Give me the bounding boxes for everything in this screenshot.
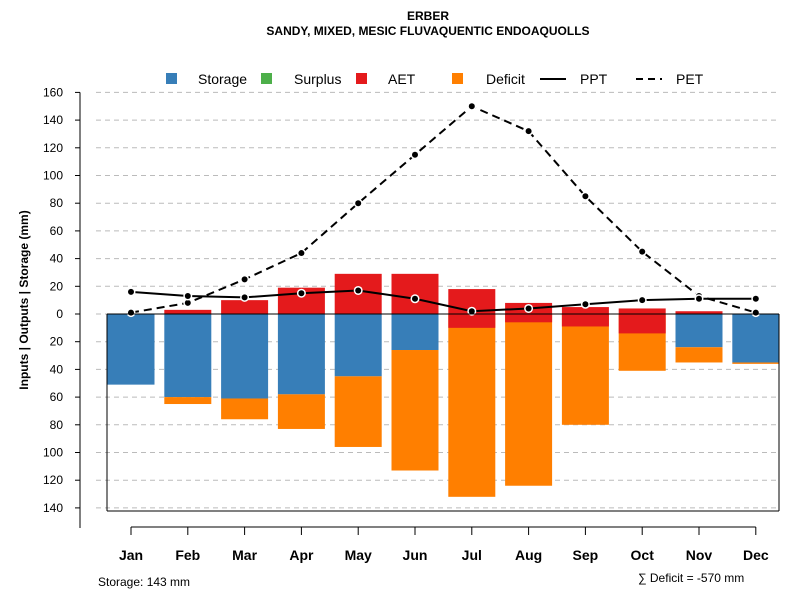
deficit-bar — [391, 350, 439, 471]
ppt-line-point — [468, 308, 475, 315]
bars-layer — [107, 273, 780, 497]
y-tick-label: 20 — [50, 279, 64, 293]
legend: Storage Surplus AET Deficit PPT PET — [166, 71, 704, 87]
x-tick-label: Aug — [515, 547, 542, 563]
aet-bar — [221, 300, 269, 314]
ppt-line-point — [241, 294, 248, 301]
y-tick-label: 80 — [50, 196, 64, 210]
ppt-line-point — [525, 305, 532, 312]
aet-bar — [391, 273, 439, 314]
deficit-bar — [334, 376, 382, 447]
chart-subtitle: SANDY, MIXED, MESIC FLUVAQUENTIC ENDOAQU… — [266, 24, 589, 38]
pet-line-point — [184, 299, 191, 306]
y-tick-label: 60 — [50, 390, 64, 404]
y-tick-label: 60 — [50, 224, 64, 238]
y-tick-label: 140 — [43, 113, 63, 127]
x-tick-label: Dec — [743, 547, 769, 563]
deficit-bar — [732, 362, 780, 364]
ppt-line — [130, 289, 756, 313]
storage-bar — [164, 314, 212, 398]
storage-bar — [277, 314, 325, 395]
storage-bar — [732, 314, 780, 363]
deficit-bar — [221, 398, 269, 420]
legend-label-aet: AET — [388, 71, 416, 87]
x-tick-label: Feb — [175, 547, 200, 563]
y-tick-label: 100 — [43, 169, 63, 183]
y-tick-label: 0 — [56, 307, 63, 321]
y-tick-label: 100 — [43, 446, 63, 460]
deficit-bar — [505, 314, 553, 486]
pet-line-point — [468, 103, 475, 110]
y-tick-label: 120 — [43, 141, 63, 155]
pet-line-point — [241, 276, 248, 283]
ppt-line-point — [355, 287, 362, 294]
pet-line-point — [525, 128, 532, 135]
aet-bar — [618, 308, 666, 334]
legend-label-pet: PET — [676, 71, 704, 87]
storage-bar — [107, 314, 155, 385]
aet-bar — [561, 307, 609, 327]
ppt-line-point — [639, 297, 646, 304]
ppt-line-point — [752, 295, 759, 302]
aet-bar — [675, 311, 723, 314]
ppt-line-point — [412, 295, 418, 302]
axes-layer: 160 140 120 100 80 60 40 20 0 20 40 60 80 100 120 140 Ja… — [43, 85, 780, 563]
y-axis-label: Inputs | Outputs | Storage (mm) — [17, 210, 31, 389]
x-tick-label: Apr — [289, 547, 314, 563]
x-tick-label: Nov — [686, 547, 713, 563]
deficit-bar — [164, 397, 212, 405]
chart-title: ERBER — [407, 9, 449, 23]
legend-label-storage: Storage — [198, 71, 247, 87]
legend-label-ppt: PPT — [580, 71, 608, 87]
ppt-line-point — [128, 288, 134, 295]
aet-bar — [164, 309, 212, 314]
y-tick-label: 40 — [50, 252, 64, 266]
storage-bar — [334, 314, 382, 377]
pet-line-point — [582, 193, 589, 200]
legend-swatch-storage — [166, 73, 177, 84]
pet-line-point — [639, 248, 646, 255]
x-tick-label: Jan — [119, 547, 143, 563]
deficit-bar — [561, 314, 609, 425]
deficit-note: ∑ Deficit = -570 mm — [638, 571, 744, 585]
pet-line-point — [298, 250, 305, 257]
y-tick-label: 80 — [50, 418, 64, 432]
x-tick-label: Mar — [232, 547, 257, 563]
pet-line-point — [128, 309, 134, 316]
x-tick-label: Jun — [403, 547, 428, 563]
ppt-line-point — [696, 295, 702, 302]
ppt-line-point — [184, 292, 191, 299]
ppt-line-point — [582, 301, 589, 308]
storage-bar — [221, 314, 269, 399]
pet-line-point — [412, 151, 418, 158]
y-tick-label: 160 — [43, 85, 63, 99]
x-tick-label: Jul — [462, 547, 482, 563]
storage-note: Storage: 143 mm — [98, 575, 190, 589]
ppt-line-point — [298, 290, 305, 297]
storage-bar — [675, 314, 723, 348]
pet-line — [130, 105, 757, 314]
pet-line-point — [752, 309, 759, 316]
x-tick-label: Sep — [573, 547, 599, 563]
pet-line-point — [355, 200, 362, 207]
lines-layer — [126, 101, 761, 318]
legend-swatch-deficit — [452, 73, 463, 84]
deficit-bar — [277, 394, 325, 429]
storage-bar — [391, 314, 439, 351]
y-tick-label: 20 — [50, 335, 64, 349]
y-tick-label: 120 — [43, 473, 63, 487]
legend-swatch-aet — [356, 73, 367, 84]
deficit-bar — [675, 347, 723, 363]
x-tick-label: Oct — [631, 547, 655, 563]
legend-label-surplus: Surplus — [294, 71, 341, 87]
y-tick-label: 140 — [43, 501, 63, 515]
deficit-bar — [448, 314, 496, 497]
y-tick-label: 40 — [50, 362, 64, 376]
legend-label-deficit: Deficit — [486, 71, 525, 87]
legend-swatch-surplus — [261, 73, 272, 84]
x-tick-label: May — [345, 547, 372, 563]
